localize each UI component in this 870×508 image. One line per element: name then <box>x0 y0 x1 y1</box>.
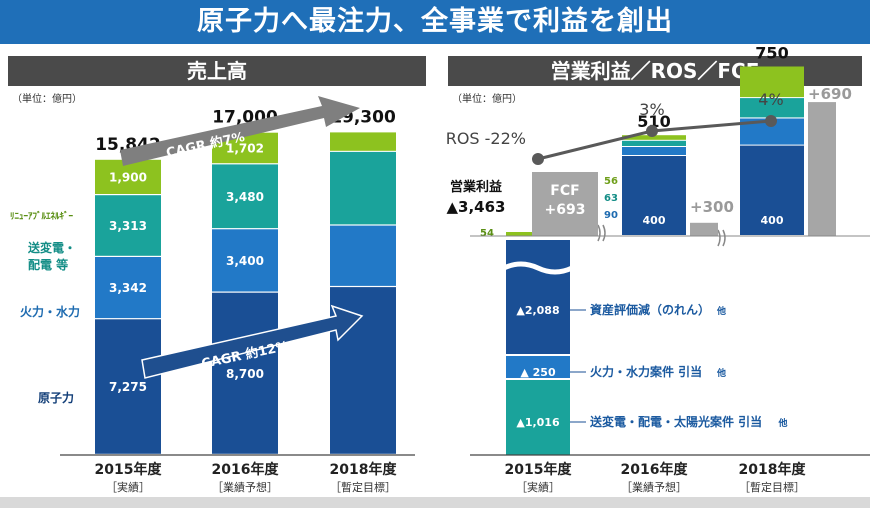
op-profit-breakdown-suffix: 他 <box>716 305 726 317</box>
op-profit-breakdown-value: ▲1,016 <box>516 416 560 429</box>
op-profit-bar-segment <box>740 145 804 235</box>
op-profit-2016-small-label: 63 <box>604 193 618 204</box>
cagr-arrow-bottom <box>141 304 364 379</box>
op-profit-2015-segment <box>506 380 570 455</box>
segment-label-thermal: 火力・水力 <box>20 304 80 319</box>
op-profit-breakdown-suffix: 他 <box>778 417 788 429</box>
axis-break-mark <box>602 224 606 242</box>
page-title: 原子力へ最注力、全事業で利益を創出 <box>0 0 870 44</box>
op-profit-breakdown-label: 資産評価減（のれん） <box>590 302 710 317</box>
sales-bar-segment <box>95 159 161 194</box>
ros-point <box>646 125 658 137</box>
cagr-arrow-top <box>120 96 360 166</box>
op-profit-bar-segment <box>740 66 804 98</box>
sales-bar-value-label: 8,700 <box>226 367 264 381</box>
sales-bar-segment <box>330 225 396 286</box>
op-profit-2015-segment <box>506 240 570 354</box>
profit-category-note: ［暫定目標］ <box>739 480 805 494</box>
op-profit-breakdown-value: ▲2,088 <box>516 304 559 317</box>
segment-label-grid-sub: 配電 等 <box>28 257 68 272</box>
profit-category-label: 2018年度 <box>739 461 807 478</box>
axis-break-mark <box>597 224 601 242</box>
op-profit-base-label: 400 <box>643 214 666 227</box>
sales-category-label: 2015年度 <box>95 461 163 478</box>
sales-panel-header: 売上高 <box>8 56 426 86</box>
axis-break-mark <box>722 229 726 247</box>
fcf-bar <box>690 222 718 236</box>
op-profit-2016-small-label: 90 <box>604 210 618 221</box>
axis-break-mark <box>717 229 721 247</box>
op-profit-2015-small-label: 54 <box>480 228 494 239</box>
op-profit-breakdown-value: ▲ 250 <box>520 366 556 379</box>
ros-point <box>765 115 777 127</box>
op-profit-title: 営業利益 <box>450 179 502 195</box>
sales-bar-segment <box>212 229 278 292</box>
op-profit-total-label: 750 <box>755 44 788 63</box>
segment-label-grid: 送変電・ <box>27 240 76 255</box>
profit-category-note: ［業績予想］ <box>621 480 687 494</box>
op-profit-2016-small-label: 56 <box>604 176 618 187</box>
sales-category-note: ［実績］ <box>106 480 150 494</box>
sales-bar-value-label: 1,900 <box>109 170 147 184</box>
sales-category-note: ［暫定目標］ <box>330 480 396 494</box>
op-profit-2015-segment <box>506 356 570 378</box>
sales-bar-segment <box>95 319 161 454</box>
fcf-label: +300 <box>690 198 734 216</box>
profit-category-label: 2015年度 <box>505 461 573 478</box>
sales-category-label: 2018年度 <box>330 461 398 478</box>
op-profit-bar-segment <box>622 135 686 140</box>
op-profit-breakdown-label: 火力・水力案件 引当 <box>590 364 702 379</box>
ros-point <box>532 153 544 165</box>
sales-bar-segment <box>330 151 396 225</box>
op-profit-bar-segment <box>622 140 686 146</box>
ros-label: 4% <box>758 90 783 109</box>
sales-bar-value-label: 3,400 <box>226 254 264 268</box>
op-profit-bar-segment <box>740 98 804 118</box>
footer-strip <box>0 497 870 508</box>
fcf-2015-title: FCF <box>550 183 579 199</box>
sales-bar-segment <box>95 257 161 319</box>
op-profit-value: ▲3,463 <box>447 198 506 216</box>
sales-bar-value-label: 3,342 <box>109 281 147 295</box>
sales-bar-segment <box>212 164 278 229</box>
sales-category-note: ［業績予想］ <box>212 480 278 494</box>
fcf-bar <box>808 102 836 236</box>
op-profit-bar-segment <box>622 156 686 235</box>
ros-label: ROS -22% <box>446 129 526 148</box>
fcf-2015-value: +693 <box>545 202 586 218</box>
profit-unit-label: （単位：億円） <box>452 94 522 105</box>
profit-category-note: ［実績］ <box>516 480 560 494</box>
segment-label-renewable: ﾘﾆｭｰｱﾌﾞﾙｴﾈﾙｷﾞｰ <box>10 210 74 222</box>
segment-label-nuclear: 原子力 <box>38 390 74 405</box>
sales-bar-value-label: 3,313 <box>109 219 147 233</box>
sales-bar-value-label: 3,480 <box>226 190 264 204</box>
sales-bar-value-label: 1,702 <box>226 142 264 156</box>
sales-bar-value-label: 7,275 <box>109 380 147 394</box>
op-profit-breakdown-suffix: 他 <box>716 367 726 379</box>
fcf-label: +690 <box>808 85 852 103</box>
op-profit-total-label: 510 <box>637 112 670 131</box>
sales-category-label: 2016年度 <box>212 461 280 478</box>
op-profit-bar-segment <box>622 147 686 155</box>
sales-bar-segment <box>212 292 278 454</box>
sales-bar-segment <box>330 132 396 151</box>
profit-category-label: 2016年度 <box>621 461 689 478</box>
op-profit-base-label: 400 <box>761 214 784 227</box>
fcf-2015-bar <box>532 172 598 236</box>
sales-unit-label: （単位：億円） <box>12 94 82 105</box>
ros-label: 3% <box>639 100 664 119</box>
sales-bar-segment <box>95 195 161 256</box>
axis-break-wave <box>502 261 574 275</box>
op-profit-breakdown-label: 送変電・配電・太陽光案件 引当 <box>589 414 762 429</box>
